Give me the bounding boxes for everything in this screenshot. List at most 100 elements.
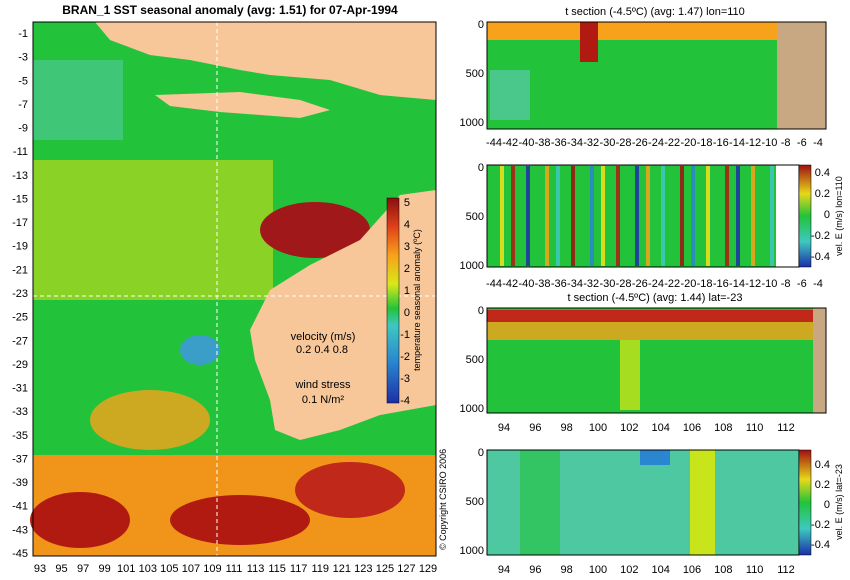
map-cool-band: [33, 60, 123, 140]
main-ytick: -15: [12, 193, 28, 205]
panel-v-lat-xtick: 106: [683, 564, 701, 576]
panel-v-lat-xtick: 108: [714, 564, 732, 576]
panel-t-lon-hot: [580, 22, 598, 62]
map-warm-patch-mid: [90, 390, 210, 450]
main-ytick: -19: [12, 241, 28, 253]
panel-v-lat-xtick: 100: [589, 564, 607, 576]
velocity-stripe: [691, 166, 695, 266]
panel-v-lon-xtick: -42: [502, 278, 518, 290]
sst-colorbar-bar: [386, 197, 400, 404]
main-xtick: 111: [226, 563, 243, 575]
velocity-legend-label: velocity (m/s): [291, 331, 356, 343]
panel-v-lon-xtick: -34: [567, 278, 583, 290]
panel-v-lon-colorbar-tick: 0.4: [815, 167, 830, 179]
panel-t-lat-xtick: 96: [529, 422, 541, 434]
main-xtick: 93: [34, 563, 46, 575]
panel-v-lon-xtick: -36: [551, 278, 567, 290]
panel-t-lat-xaxis: 94 96 98 100 102 104 106 108 110 112: [498, 422, 795, 434]
panel-t-lon-xtick: -6: [797, 137, 807, 149]
panel-v-lat-colorbar-tick: 0.4: [815, 459, 830, 471]
map-hot-patch-se: [295, 462, 405, 518]
panel-v-lon-colorbar-tick: -0.2: [811, 230, 830, 242]
map-legend: velocity (m/s) 0.2 0.4 0.8 wind stress 0…: [291, 331, 356, 406]
panel-t-lat-xtick: 102: [620, 422, 638, 434]
panel-v-lon-ytick: 1000: [460, 260, 484, 272]
panel-v-lon-xaxis: -44 -42 -40 -38 -36 -34 -32 -30 -28 -26 -24 -22 -20-…: [486, 278, 823, 290]
panel-t-lat-surface: [487, 310, 813, 322]
panel-v-lat-xtick: 102: [620, 564, 638, 576]
velocity-stripe: [571, 166, 575, 266]
velocity-stripe: [680, 166, 684, 266]
sst-colorbar-ticks: 5 4 3 2 1 0 -1 -2 -3 -4: [400, 197, 410, 407]
panel-t-lon-land: [777, 22, 826, 129]
velocity-legend-values: 0.2 0.4 0.8: [296, 344, 348, 356]
main-ytick: -7: [18, 99, 28, 111]
panel-v-lon-xtick: -10: [761, 278, 777, 290]
panel-t-lon-surface: [487, 22, 777, 40]
velocity-stripe: [616, 166, 620, 266]
panel-t-lat-xtick: 110: [746, 422, 764, 434]
panel-v-lat-ytick: 1000: [460, 545, 484, 557]
panel-v-lon-xtick: -6: [797, 278, 807, 290]
panel-v-lat-ytick: 0: [478, 447, 484, 459]
panel-t-lon-xtick: -20: [680, 137, 696, 149]
panel-t-lon-ytick: 500: [466, 68, 484, 80]
panel-v-lon-colorbar-tick: 0: [824, 209, 830, 221]
panel-v-lat-colorbar-tick: 0.2: [815, 479, 830, 491]
panel-t-lon-xtick: -38: [535, 137, 551, 149]
velocity-stripe: [526, 166, 530, 266]
panel-t-lon-xtick: -8: [781, 137, 791, 149]
main-xtick: 109: [203, 563, 221, 575]
panel-t-lat: [486, 307, 827, 414]
panel-v-lat-colorbar-tick: -0.2: [811, 519, 830, 531]
panel-t-lat-title: t section (-4.5ºC) (avg: 1.44) lat=-23: [568, 292, 743, 304]
panel-t-lon-xtick: -12: [745, 137, 761, 149]
panel-v-lon-xtick: -38: [535, 278, 551, 290]
main-ytick: -45: [12, 548, 28, 560]
panel-t-lat-yellow1: [620, 340, 640, 410]
panel-t-lat-land: [813, 308, 826, 413]
panel-v-lon-xtick: -24: [648, 278, 664, 290]
panel-t-lon-xtick: -30: [599, 137, 615, 149]
panel-t-lat-yaxis: 0 500 1000: [460, 305, 484, 415]
panel-v-lat-xaxis: 94 96 98 100 102 104 106 108 110 112: [498, 564, 795, 576]
velocity-stripe: [635, 166, 639, 266]
main-xtick: 113: [247, 563, 265, 575]
panel-v-lat-yaxis: 0 500 1000: [460, 447, 484, 557]
velocity-stripe: [770, 166, 774, 266]
panel-t-lat-ytick: 500: [466, 354, 484, 366]
panel-v-lon-colorbar-ticks: 0.4 0.2 0 -0.2 -0.4: [811, 167, 830, 263]
main-ytick: -9: [18, 123, 28, 135]
panel-t-lon-xtick: -32: [583, 137, 599, 149]
panel-v-lon-xtick: -44: [486, 278, 502, 290]
velocity-stripe: [511, 166, 515, 266]
panel-v-lon-xtick: -14: [729, 278, 745, 290]
map-warm-band-north: [33, 160, 273, 300]
panel-v-lon-yaxis: 0 500 1000: [460, 162, 484, 272]
panel-t-lon-yaxis: 0 500 1000: [460, 19, 484, 129]
main-xtick: 125: [376, 563, 394, 575]
main-ytick: -21: [12, 264, 28, 276]
map-hot-patch-s: [170, 495, 310, 545]
main-xtick: 107: [182, 563, 200, 575]
panel-v-lon-xtick: -20: [680, 278, 696, 290]
panel-t-lon-title: t section (-4.5ºC) (avg: 1.47) lon=110: [565, 6, 745, 18]
main-ytick: -39: [12, 477, 28, 489]
panel-t-lon-frame: [486, 21, 827, 130]
main-ytick: -17: [12, 217, 28, 229]
main-ytick: -29: [12, 359, 28, 371]
velocity-stripe: [545, 166, 549, 266]
velocity-stripe: [706, 166, 710, 266]
main-ytick: -31: [12, 383, 28, 395]
main-xtick: 115: [268, 563, 286, 575]
main-xtick: 117: [290, 563, 308, 575]
main-ytick: -27: [12, 335, 28, 347]
panel-v-lon-xtick: -16: [713, 278, 729, 290]
panel-t-lon-xtick: -18: [697, 137, 713, 149]
main-xtick: 101: [117, 563, 135, 575]
panel-v-lon-stripes: [500, 166, 774, 266]
velocity-stripe: [661, 166, 665, 266]
panel-v-lon-xtick: -28: [616, 278, 632, 290]
map-cool-patch: [180, 335, 220, 365]
